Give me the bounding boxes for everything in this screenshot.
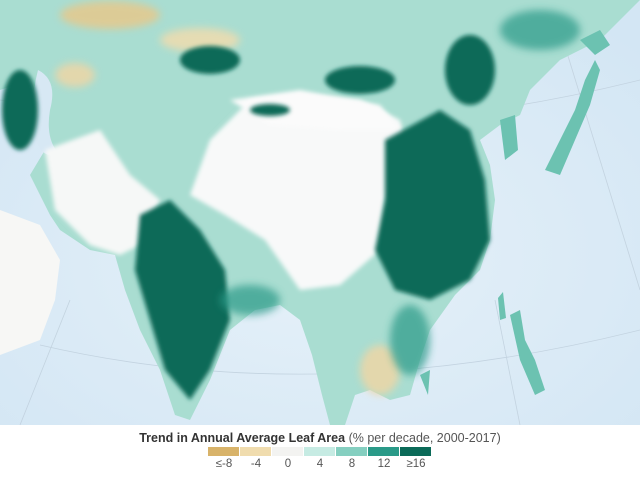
- legend-swatches: [208, 447, 432, 456]
- legend-swatch: [336, 447, 367, 456]
- legend-swatch: [400, 447, 431, 456]
- legend-swatch: [272, 447, 303, 456]
- caspian-sea: [33, 70, 60, 156]
- decline-areas: [55, 1, 400, 395]
- legend-swatch: [240, 447, 271, 456]
- legend-ticks: ≤-8 -4 0 4 8 12 ≥16: [208, 458, 432, 470]
- legend-tick-label: ≤-8: [215, 458, 233, 470]
- legend: Trend in Annual Average Leaf Area (% per…: [0, 425, 640, 481]
- legend-title-units: (% per decade, 2000-2017): [348, 431, 501, 445]
- greening-areas: [2, 35, 495, 400]
- tibetan-plateau: [190, 95, 410, 290]
- land-iran-desert: [45, 130, 160, 255]
- legend-tick-label: 0: [284, 458, 292, 470]
- taklamakan: [230, 90, 400, 130]
- land-arabia: [0, 210, 60, 355]
- legend-tick-label: ≥16: [406, 458, 426, 470]
- legend-title: Trend in Annual Average Leaf Area (% per…: [0, 431, 640, 445]
- legend-tick-label: 12: [377, 458, 391, 470]
- legend-tick-label: 8: [348, 458, 356, 470]
- legend-title-main: Trend in Annual Average Leaf Area: [139, 431, 346, 445]
- moderate-greening: [220, 10, 580, 375]
- legend-swatch: [208, 447, 239, 456]
- legend-tick-label: 4: [316, 458, 324, 470]
- islands: [420, 30, 610, 395]
- legend-tick-label: -4: [250, 458, 262, 470]
- leaf-area-trend-map: [0, 0, 640, 425]
- legend-swatch: [304, 447, 335, 456]
- legend-swatch: [368, 447, 399, 456]
